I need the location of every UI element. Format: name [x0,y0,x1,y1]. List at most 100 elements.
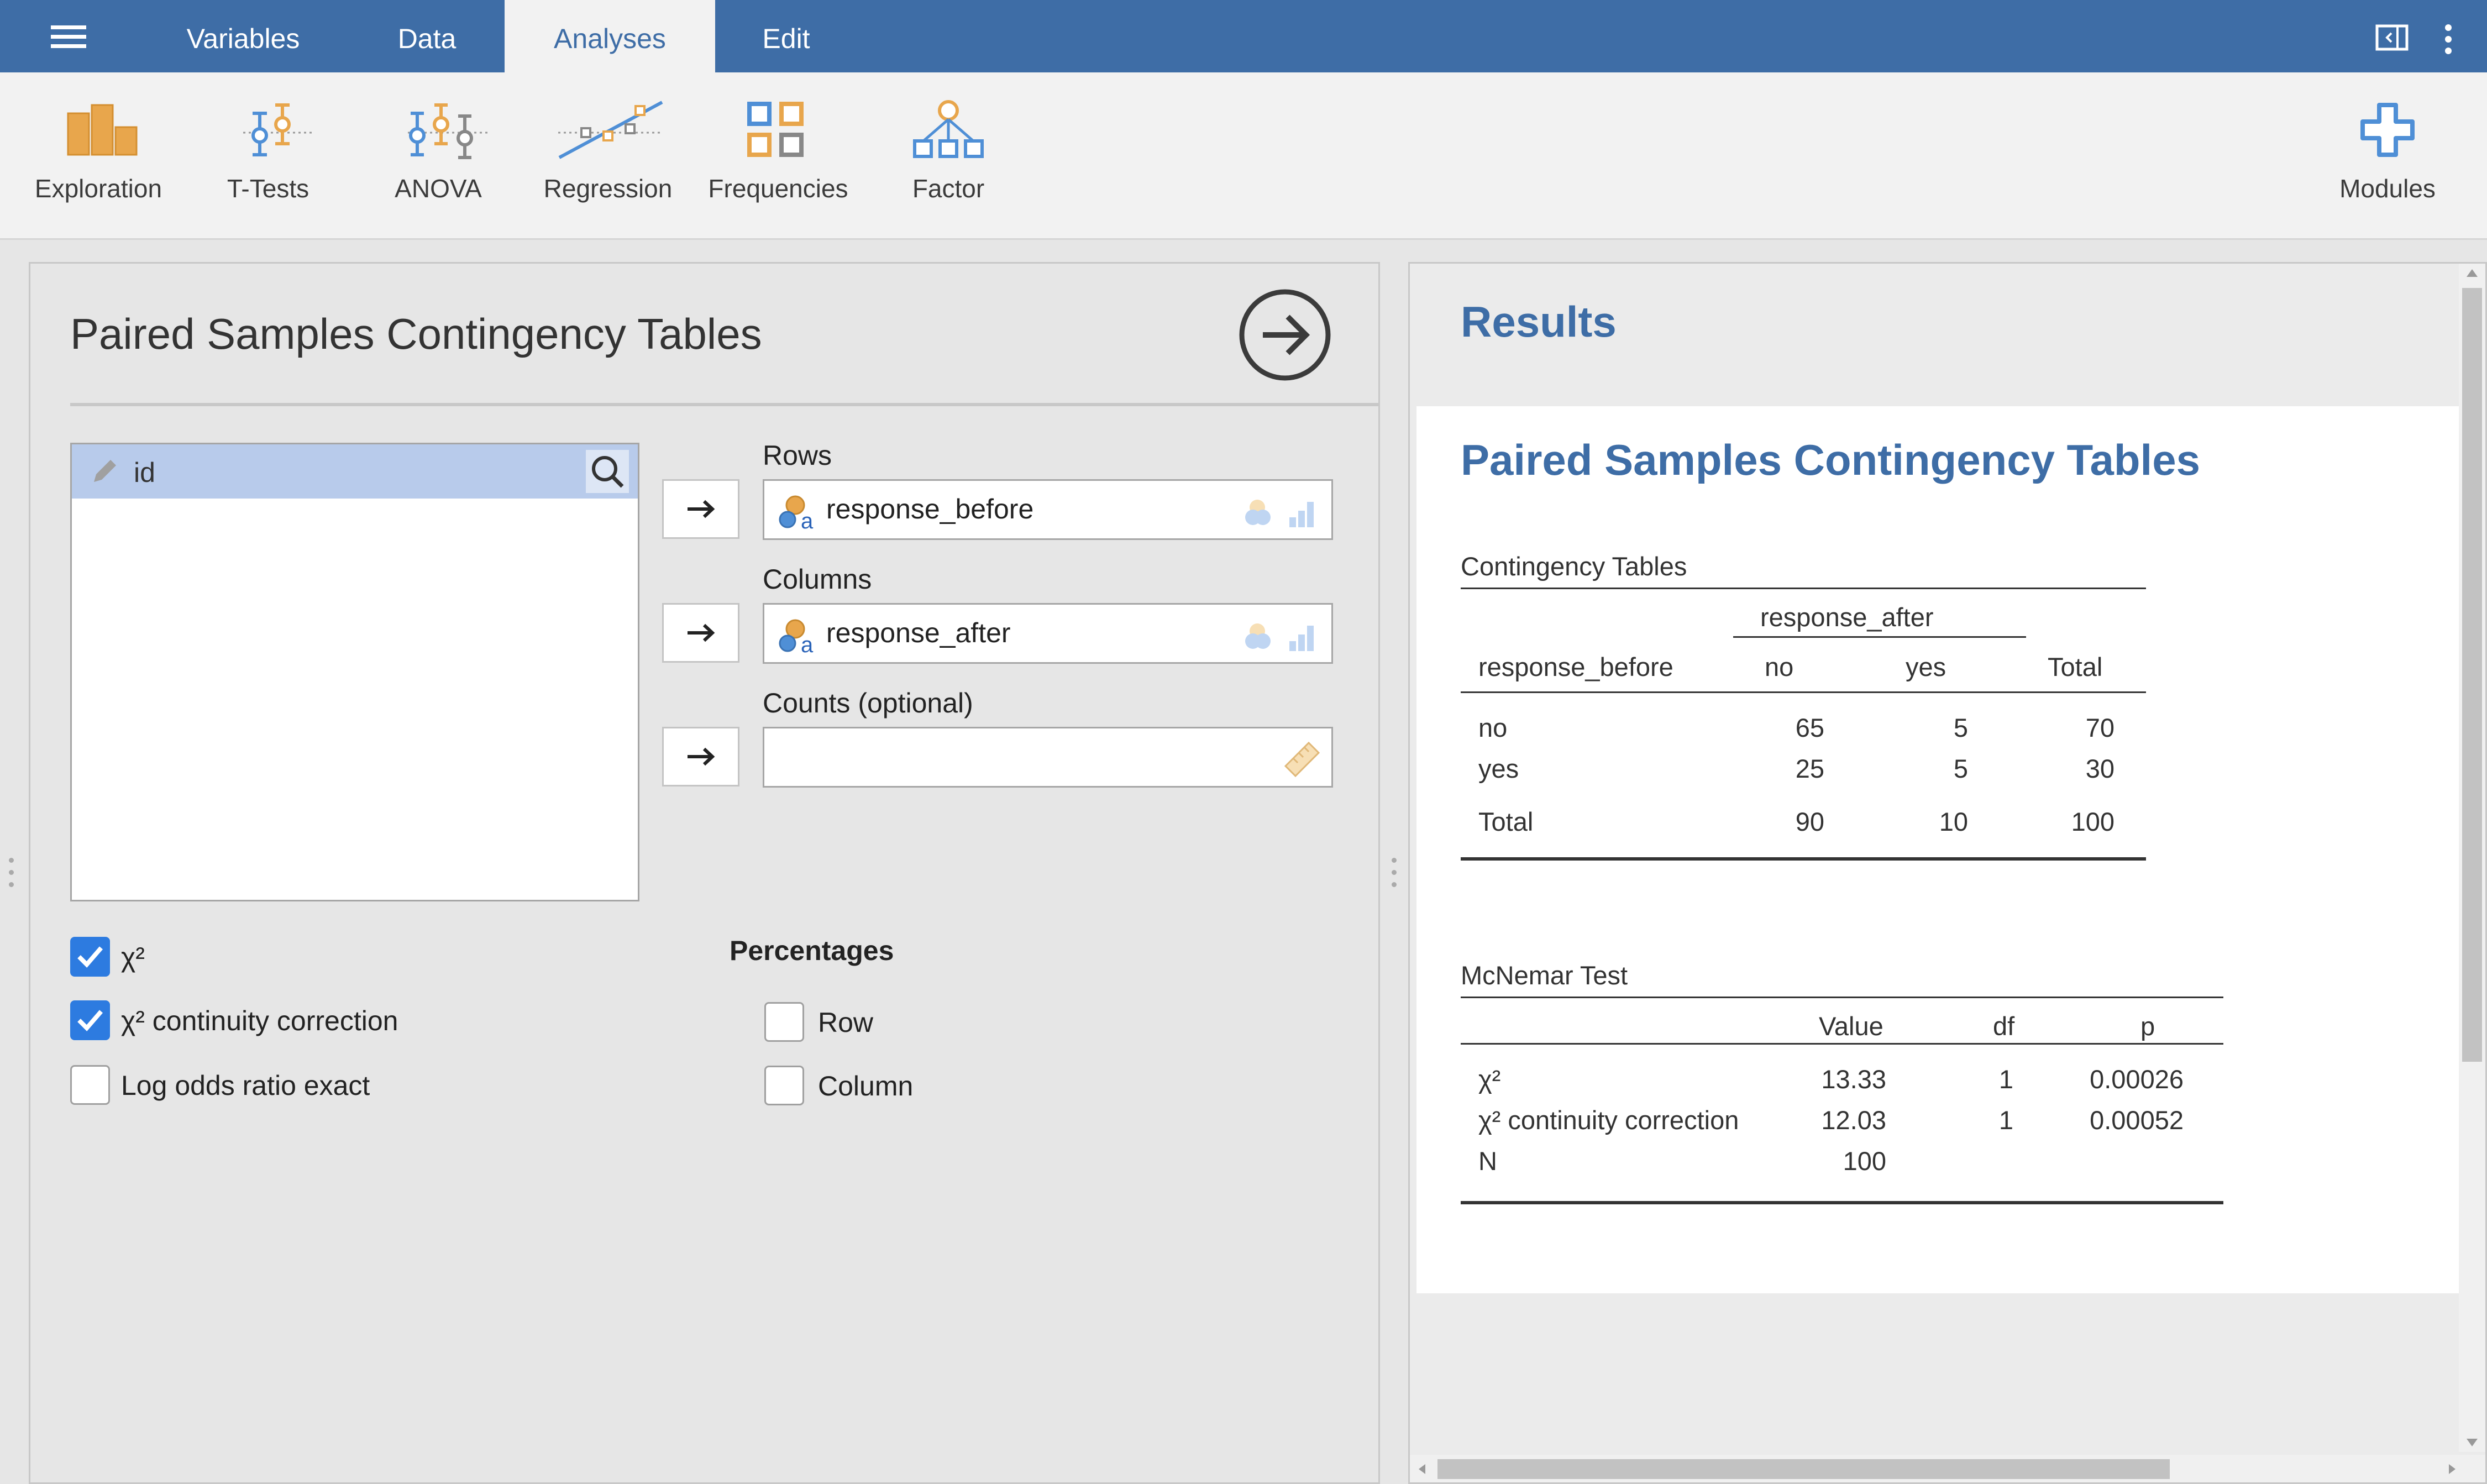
list-item[interactable]: id [72,444,638,499]
left-splitter-handle[interactable] [9,858,14,889]
table-cell: 1 [1998,1065,2013,1094]
tab-edit[interactable]: Edit [762,23,810,54]
tab-analyses[interactable]: Analyses [505,0,715,72]
arrow-right-icon [688,500,715,518]
collapse-ribbon-icon[interactable] [2375,24,2409,51]
table-rule [1461,1043,2223,1045]
rows-label: Rows [763,440,832,471]
more-options-icon[interactable] [2443,24,2454,55]
analysis-options-panel: Paired Samples Contingency Tables id Row… [29,262,1380,1484]
table-cell: 0.00026 [2090,1065,2184,1094]
column-percent-label: Column [818,1071,914,1102]
counts-field[interactable] [763,727,1333,788]
table-rule [1733,636,2026,638]
ribbon-label: Frequencies [708,174,848,203]
column-header: Total [2048,652,2103,681]
table-rule [1461,857,2146,861]
row-label: χ² [1478,1065,1501,1094]
column-header: df [1993,1011,2015,1041]
horizontal-scroll-thumb[interactable] [1437,1459,2170,1479]
svg-text:a: a [801,509,814,532]
columns-label: Columns [763,564,872,595]
log-odds-ratio-checkbox[interactable] [70,1065,110,1105]
chi-squared-checkbox[interactable] [70,937,110,977]
arrow-right-icon [688,623,715,642]
ribbon-anova-button[interactable]: ANOVA [355,99,521,227]
results-panel: Results Paired Samples Contingency Table… [1408,262,2487,1484]
continuity-correction-checkbox[interactable] [70,1000,110,1040]
mcnemar-caption: McNemar Test [1461,961,1628,990]
nominal-variable-icon: a [779,619,814,656]
search-icon[interactable] [586,450,629,493]
rows-variable: response_before [826,494,1034,525]
move-to-columns-button[interactable] [662,603,739,663]
top-menu-bar: Variables Data Analyses Edit [0,0,2487,72]
table-cell: 65 [1795,713,1824,742]
ribbon-label: ANOVA [395,174,482,203]
row-label: Total [1478,807,1534,836]
chi-squared-label: χ² [121,942,145,973]
hamburger-menu-icon[interactable] [51,25,86,48]
table-rule [1461,1201,2223,1204]
column-percent-checkbox[interactable] [764,1066,804,1105]
table-cell: 12.03 [1821,1105,1886,1135]
ribbon-label: Regression [543,174,673,203]
table-cell: 100 [1843,1146,1886,1176]
table-cell: 100 [2071,807,2115,836]
row-label: N [1478,1146,1497,1176]
ribbon-regression-button[interactable]: Regression [525,99,691,227]
table-cell: 0.00052 [2090,1105,2184,1135]
tab-data[interactable]: Data [397,23,457,54]
variable-name: id [134,457,155,488]
variable-types-icon [1245,500,1314,527]
table-cell: 13.33 [1821,1065,1886,1094]
horizontal-scrollbar[interactable] [1410,1455,2485,1482]
center-splitter-handle[interactable] [1392,858,1397,889]
table-cell: 25 [1795,754,1824,783]
vertical-scroll-thumb[interactable] [2462,288,2482,1062]
frequencies-icon [747,102,804,157]
row-label: no [1478,713,1508,742]
nominal-variable-icon: a [779,495,814,532]
columns-field[interactable]: a response_after [763,603,1333,664]
ribbon-frequencies-button[interactable]: Frequencies [695,99,861,227]
ribbon-exploration-button[interactable]: Exploration [15,99,181,227]
columns-variable: response_after [826,617,1011,648]
column-header: Value [1819,1011,1883,1041]
table-cell: 5 [1953,713,1968,742]
table-rule [1461,691,2146,693]
anova-icon [408,103,488,159]
row-label: yes [1478,754,1519,783]
table-cell: 1 [1998,1105,2013,1135]
move-to-rows-button[interactable] [662,479,739,539]
ruler-icon [1284,741,1320,778]
column-header: p [2140,1011,2155,1041]
ribbon-label: Factor [912,174,985,203]
column-header: no [1765,652,1794,681]
vertical-scrollbar[interactable] [2459,264,2485,1452]
percentages-heading: Percentages [730,935,894,966]
table-cell: 90 [1795,807,1824,836]
table-cell: 70 [2085,713,2115,742]
results-header: Results [1461,297,1617,346]
results-content: Paired Samples Contingency Tables Contin… [1416,406,2462,1293]
rows-field[interactable]: a response_before [763,479,1333,540]
svg-text:a: a [801,633,814,656]
tab-variables[interactable]: Variables [186,23,300,54]
check-icon [77,1010,103,1031]
title-divider [70,403,1380,406]
row-label: χ² continuity correction [1478,1105,1739,1135]
exploration-icon [67,104,138,156]
move-to-counts-button[interactable] [662,727,739,786]
table-rule [1461,588,2146,589]
column-header: yes [1906,652,1946,681]
ribbon-modules-button[interactable]: Modules [2305,99,2470,227]
variables-list[interactable]: id [70,443,639,901]
ribbon-t-tests-button[interactable]: T-Tests [185,99,351,227]
ribbon-label: Modules [2339,174,2436,203]
ribbon-factor-button[interactable]: Factor [865,99,1031,227]
column-spanner: response_after [1760,602,1934,632]
variable-types-icon [1245,623,1314,651]
run-arrow-icon[interactable] [1238,288,1332,382]
row-percent-checkbox[interactable] [764,1002,804,1042]
